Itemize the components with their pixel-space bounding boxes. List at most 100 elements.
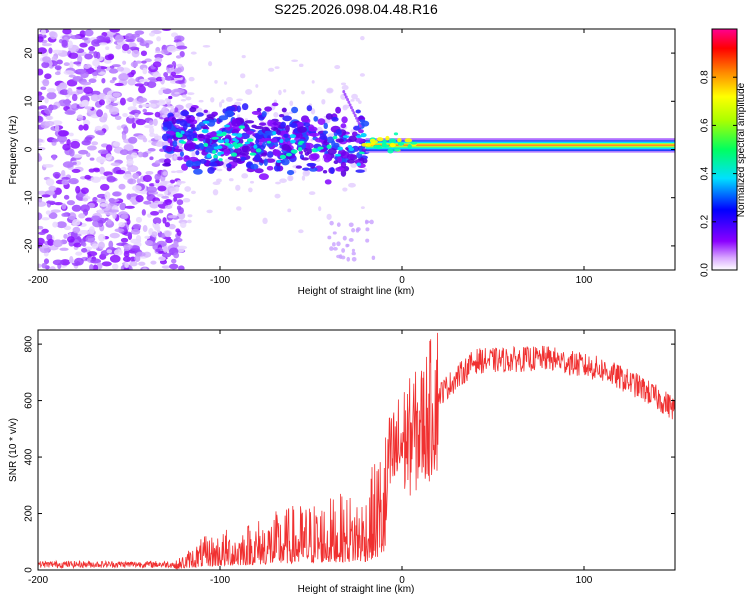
spectrogram-blob: [308, 153, 319, 161]
spectrogram-blob: [254, 168, 264, 174]
spectrogram-blob: [138, 97, 148, 103]
spectrogram-blob: [152, 217, 162, 225]
colorbar-gradient: [712, 29, 737, 270]
spectrogram-blob: [145, 42, 150, 48]
spectrogram-blob: [71, 93, 78, 102]
spectrogram-tone-band: [365, 145, 675, 147]
spectrogram-blob: [179, 50, 185, 58]
spectrogram-blob: [112, 191, 121, 197]
spectrogram-blob: [45, 200, 56, 204]
spectrogram-blob: [92, 264, 99, 270]
spectrogram-blob: [387, 148, 394, 154]
spectrogram-blob: [180, 84, 186, 88]
spectrogram-blob: [183, 123, 188, 131]
spectrogram-blob: [62, 29, 72, 35]
spectrogram-blob: [356, 135, 362, 139]
spectrogram-blob: [216, 145, 223, 150]
spectrogram-blob: [348, 222, 354, 228]
spectrogram-blob: [43, 258, 50, 265]
spectrogram-blob: [131, 201, 138, 206]
spectrogram-blob: [132, 99, 137, 107]
spectrogram-blob: [274, 66, 280, 70]
spectrogram-blob: [129, 261, 138, 267]
spectrogram-blob: [146, 81, 157, 89]
spectrogram-blob: [288, 176, 293, 181]
spectrogram-blob: [232, 157, 242, 163]
spectrogram-blob: [149, 103, 157, 108]
spectrogram-blob: [141, 209, 146, 216]
spectrogram-blob: [142, 174, 152, 183]
spectrogram-blob: [81, 247, 88, 253]
spectrogram-blob: [123, 243, 133, 250]
spectrogram-blob: [335, 166, 345, 172]
spectrogram-blob: [174, 107, 179, 113]
spectrogram-blob: [180, 130, 185, 135]
spectrogram-blob: [81, 140, 91, 146]
spectrogram-blob: [331, 140, 336, 148]
spectrogram-blob: [255, 139, 260, 145]
spectrogram-blob: [40, 86, 47, 91]
spectrogram-blob: [219, 151, 225, 155]
spectrogram-blob: [326, 213, 332, 220]
spectrogram-blob: [52, 259, 64, 266]
spectrogram-blob: [201, 129, 209, 134]
spectrogram-blob: [248, 187, 253, 193]
spectrogram-blob: [135, 195, 144, 203]
spectrogram-blob: [194, 107, 203, 113]
spectrogram-blob: [385, 135, 390, 141]
spectrogram-blob: [393, 148, 401, 152]
spectrogram-blob: [388, 138, 397, 144]
spectrogram-blob: [301, 90, 305, 95]
spectrogram-blob: [236, 206, 242, 211]
spectrogram-blob: [52, 171, 61, 179]
spectrogram-blob: [132, 172, 140, 180]
spectrogram-blob: [73, 242, 82, 248]
spectrogram-blob: [234, 139, 239, 144]
spectrogram-blob: [323, 130, 329, 135]
spectrogram-blob: [206, 153, 212, 158]
spectrogram-blob: [56, 221, 67, 229]
spectrogram-blob: [77, 55, 83, 64]
spectrogram-blob: [346, 159, 356, 164]
spectrogram-blob: [101, 261, 112, 267]
spectrogram-blob: [92, 59, 100, 67]
spectrogram-blob: [44, 97, 49, 104]
spectrogram-blob: [297, 146, 303, 152]
spectrogram-blob: [88, 46, 96, 52]
spectrogram-blob: [116, 125, 122, 131]
spectrogram-blob: [340, 161, 347, 168]
spectrogram-blob: [340, 255, 346, 260]
spectrogram-blob: [364, 219, 369, 225]
spectrogram-blob: [38, 142, 42, 147]
spectrogram-blob: [350, 105, 353, 110]
snr-xtick-label: -200: [28, 575, 48, 586]
spectrogram-blob: [98, 99, 105, 106]
spectrogram-blob: [161, 77, 166, 81]
spectrogram-blob: [80, 81, 92, 86]
spectrogram-blob: [272, 121, 283, 126]
spectrogram-blob: [154, 111, 161, 118]
spectrogram-blob: [125, 33, 135, 42]
spectrogram-blob: [165, 238, 173, 244]
spectrogram-blob: [228, 178, 234, 182]
spectrogram-blob: [183, 155, 190, 163]
spectrogram-blob: [42, 56, 51, 63]
spectrogram-blob: [224, 142, 230, 146]
spectrogram-blob: [226, 97, 233, 102]
spectrogram-blob: [81, 99, 90, 107]
spectrogram-blob: [231, 128, 239, 135]
spectrogram-blob: [166, 122, 172, 130]
spectrogram-blob: [74, 257, 84, 266]
spectrogram-blob: [149, 126, 155, 135]
spectrogram-blob: [68, 148, 75, 157]
spectrogram-blob: [112, 92, 121, 98]
spectrogram-blob: [99, 175, 107, 180]
spectrogram-blob: [337, 146, 343, 151]
spectrogram-blob: [158, 256, 166, 262]
spectrogram-blob: [327, 148, 337, 155]
spectrogram-blob: [190, 51, 197, 55]
spectrogram-blob: [101, 78, 106, 84]
spectrogram-blob: [114, 115, 122, 120]
spectrogram-blob: [176, 199, 184, 206]
